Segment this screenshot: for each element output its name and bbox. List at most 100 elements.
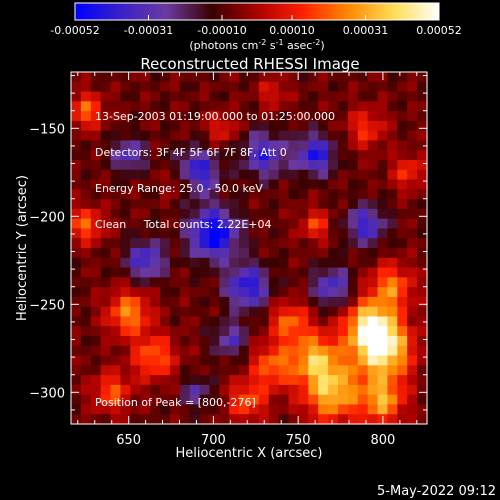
- heatmap-cell: [110, 414, 122, 425]
- heatmap-cell: [357, 375, 369, 386]
- heatmap-cell: [308, 384, 319, 396]
- heatmap-cell: [110, 394, 122, 406]
- heatmap-cell: [130, 384, 141, 396]
- colorbar-bar: [74, 2, 440, 21]
- heatmap-cell: [229, 81, 240, 93]
- heatmap-cell: [397, 345, 408, 357]
- heatmap-cell: [258, 120, 270, 132]
- heatmap-cell: [278, 404, 290, 415]
- heatmap-cell: [268, 179, 280, 190]
- heatmap-cell: [318, 394, 329, 406]
- heatmap-cell: [387, 316, 398, 327]
- heatmap-cell: [169, 218, 181, 230]
- heatmap-cell: [130, 218, 141, 230]
- heatmap-cell: [229, 130, 240, 142]
- heatmap-cell: [71, 248, 82, 259]
- heatmap-cell: [417, 336, 428, 347]
- heatmap-cell: [239, 199, 250, 210]
- heatmap-cell: [120, 267, 131, 278]
- heatmap-cell: [199, 91, 211, 102]
- heatmap-cell: [110, 169, 122, 181]
- heatmap-cell: [268, 414, 280, 425]
- heatmap-cell: [397, 336, 408, 347]
- heatmap-cell: [278, 199, 290, 210]
- heatmap-cell: [80, 81, 92, 93]
- heatmap-cell: [298, 404, 309, 415]
- heatmap-cell: [338, 277, 349, 288]
- heatmap-cell: [179, 296, 191, 308]
- heatmap-cell: [150, 375, 161, 386]
- heatmap-cell: [239, 111, 250, 122]
- heatmap-cell: [278, 111, 290, 122]
- heatmap-cell: [387, 101, 398, 112]
- heatmap-cell: [130, 277, 141, 288]
- heatmap-cell: [308, 189, 319, 200]
- heatmap-cell: [387, 414, 398, 425]
- heatmap-cell: [90, 306, 102, 318]
- heatmap-cell: [328, 375, 339, 386]
- heatmap-cell: [189, 277, 201, 288]
- heatmap-cell: [258, 326, 270, 337]
- heatmap-cell: [338, 140, 349, 151]
- heatmap-cell: [179, 267, 191, 278]
- heatmap-cell: [239, 140, 250, 151]
- heatmap-cell: [387, 208, 398, 220]
- heatmap-cell: [328, 179, 339, 190]
- heatmap-cell: [140, 248, 151, 259]
- heatmap-cell: [407, 404, 418, 415]
- heatmap-cell: [150, 404, 161, 415]
- heatmap-cell: [71, 111, 82, 122]
- heatmap-cell: [160, 277, 171, 288]
- heatmap-cell: [328, 208, 339, 220]
- heatmap-cell: [338, 238, 349, 249]
- heatmap-cell: [268, 218, 280, 230]
- heatmap-cell: [298, 120, 309, 132]
- heatmap-cell: [219, 326, 230, 337]
- heatmap-cell: [387, 248, 398, 259]
- heatmap-cell: [417, 160, 428, 171]
- heatmap-cell: [397, 140, 408, 151]
- heatmap-cell: [110, 355, 122, 366]
- heatmap-cell: [140, 277, 151, 288]
- heatmap-cell: [71, 296, 82, 308]
- heatmap-cell: [298, 218, 309, 230]
- x-tick-label: 800: [371, 433, 396, 448]
- heatmap-cell: [90, 375, 102, 386]
- heatmap-cell: [288, 355, 300, 366]
- heatmap-cell: [357, 179, 369, 190]
- heatmap-cell: [288, 345, 300, 357]
- heatmap-cell: [100, 111, 112, 122]
- heatmap-cell: [357, 199, 369, 210]
- heatmap-cell: [169, 404, 181, 415]
- heatmap-cell: [120, 355, 131, 366]
- heatmap-cell: [249, 72, 260, 83]
- heatmap-cell: [407, 91, 418, 102]
- heatmap-cell: [288, 150, 300, 161]
- heatmap-cell: [130, 160, 141, 171]
- heatmap-cell: [397, 160, 408, 171]
- heatmap-cell: [288, 375, 300, 386]
- heatmap-cell: [338, 306, 349, 318]
- heatmap-cell: [100, 394, 112, 406]
- heatmap-cell: [189, 81, 201, 93]
- heatmap-cell: [347, 267, 359, 278]
- heatmap-cell: [328, 81, 339, 93]
- heatmap-cell: [150, 277, 161, 288]
- heatmap-cell: [338, 365, 349, 376]
- heatmap-cell: [387, 277, 398, 288]
- heatmap-cell: [249, 287, 260, 298]
- heatmap-cell: [229, 218, 240, 230]
- heatmap-cell: [258, 101, 270, 112]
- heatmap-cell: [377, 228, 389, 239]
- heatmap-cell: [179, 326, 191, 337]
- heatmap-cell: [150, 316, 161, 327]
- heatmap-cell: [407, 336, 418, 347]
- heatmap-cell: [229, 72, 240, 83]
- heatmap-cell: [179, 316, 191, 327]
- heatmap-cell: [150, 228, 161, 239]
- heatmap-cell: [338, 287, 349, 298]
- heatmap-cell: [71, 101, 82, 112]
- heatmap-cell: [219, 228, 230, 239]
- heatmap-cell: [150, 140, 161, 151]
- heatmap-cell: [397, 120, 408, 132]
